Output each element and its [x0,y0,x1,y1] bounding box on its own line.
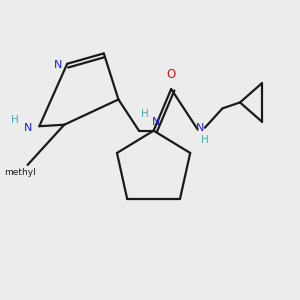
Text: N: N [196,123,205,133]
Text: H: H [11,115,18,125]
Text: N: N [152,117,161,127]
Text: N: N [23,123,32,133]
Text: H: H [201,136,209,146]
Text: methyl: methyl [4,168,36,177]
Text: O: O [167,68,176,81]
Text: N: N [54,60,63,70]
Text: H: H [141,109,149,119]
